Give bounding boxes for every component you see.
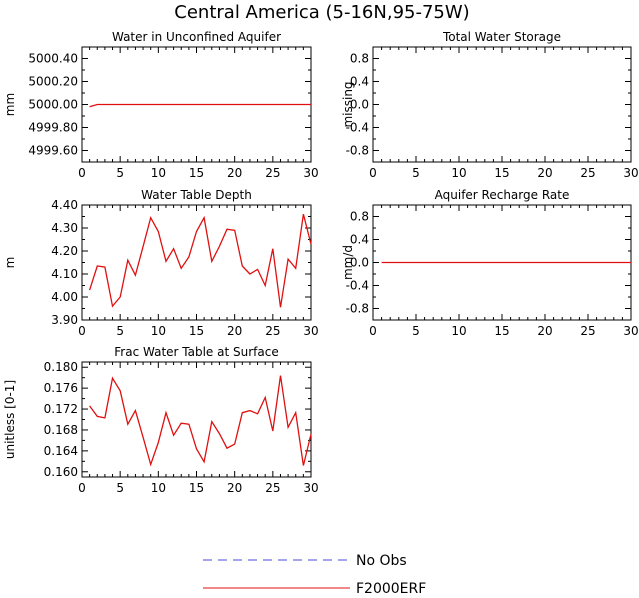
x-tick-label: 15: [189, 166, 204, 180]
y-tick-label: 0.4: [350, 75, 369, 89]
x-tick-label: 0: [369, 166, 377, 180]
x-tick-label: 10: [451, 324, 466, 338]
x-tick-label: 30: [303, 481, 318, 495]
x-tick-label: 5: [412, 324, 420, 338]
x-tick-label: 5: [116, 481, 124, 495]
plot-title: Frac Water Table at Surface: [114, 345, 278, 359]
x-tick-label: 5: [116, 166, 124, 180]
plot-water-in-unconfined-aquifer: Water in Unconfined Aquifer 0 5 10 15 20 25 30 4…: [3, 30, 319, 180]
y-tick-label: 0.176: [44, 381, 78, 395]
series-line-f2000erf: [89, 103, 311, 108]
y-tick-label: 0.180: [44, 360, 78, 374]
y-tick-label: 0.172: [44, 402, 78, 416]
x-tick-label: 30: [623, 324, 638, 338]
x-tick-label: 25: [580, 166, 595, 180]
plot-title: Aquifer Recharge Rate: [435, 188, 570, 202]
plots: Water in Unconfined Aquifer 0 5 10 15 20 25 30 4…: [3, 30, 639, 495]
x-tick-label: 10: [451, 166, 466, 180]
x-tick-label: 5: [116, 324, 124, 338]
plot-frac-water-table-at-surface: Frac Water Table at Surface 0 5 10 15 20 25 30 0…: [3, 345, 319, 495]
x-tick-label: 15: [189, 481, 204, 495]
plot-title: Total Water Storage: [442, 30, 561, 44]
x-tick-label: 5: [412, 166, 420, 180]
y-axis-label: mm/d: [341, 245, 355, 280]
x-tick-label: 10: [151, 324, 166, 338]
y-tick-label: 0.8: [350, 210, 369, 224]
y-tick-label: 4.00: [51, 290, 78, 304]
x-tick-label: 10: [151, 166, 166, 180]
y-tick-label: -0.4: [346, 121, 369, 135]
y-tick-label: 0.160: [44, 465, 78, 479]
series-line-f2000erf: [89, 375, 312, 467]
plot-title: Water Table Depth: [141, 188, 252, 202]
x-tick-label: 20: [227, 324, 242, 338]
x-tick-label: 25: [580, 324, 595, 338]
x-tick-label: 25: [265, 481, 280, 495]
x-tick-label: 25: [265, 166, 280, 180]
y-tick-label: 4999.60: [28, 144, 78, 158]
y-tick-label: -0.8: [346, 302, 369, 316]
y-tick-label: 5000.20: [28, 75, 78, 89]
y-tick-label: 0.0: [350, 256, 369, 270]
y-tick-label: 0.0: [350, 98, 369, 112]
x-tick-label: 0: [78, 324, 86, 338]
y-axis-label: missing: [341, 81, 355, 127]
y-tick-label: 4.40: [51, 198, 78, 212]
x-tick-label: 20: [537, 324, 552, 338]
plot-aquifer-recharge-rate: Aquifer Recharge Rate 0 5 10 15 20 25 30 -0.8 -0.…: [341, 188, 639, 338]
y-tick-label: 4999.80: [28, 121, 78, 135]
plot-total-water-storage: Total Water Storage 0 5 10 15 20 25 30 -0.8 -0.4 0…: [341, 30, 639, 180]
x-tick-label: 15: [189, 324, 204, 338]
y-tick-label: -0.4: [346, 279, 369, 293]
legend-f2000erf-label: F2000ERF: [356, 581, 426, 594]
main-title: Central America (5-16N,95-75W): [174, 2, 469, 23]
y-tick-label: 4.10: [51, 267, 78, 281]
x-tick-label: 10: [151, 481, 166, 495]
plot-title: Water in Unconfined Aquifer: [112, 30, 281, 44]
x-tick-label: 15: [494, 324, 509, 338]
y-axis-label: m: [3, 257, 17, 269]
y-tick-label: 0.168: [44, 423, 78, 437]
legend: No Obs F2000ERF: [203, 553, 426, 597]
plot-frame: [372, 46, 632, 163]
y-tick-label: -0.8: [346, 144, 369, 158]
y-axis-label: mm: [3, 93, 17, 116]
x-tick-label: 30: [303, 166, 318, 180]
x-tick-label: 20: [227, 166, 242, 180]
y-tick-label: 5000.00: [28, 98, 78, 112]
y-tick-label: 5000.40: [28, 52, 78, 66]
plot-frame: [81, 361, 312, 478]
x-tick-label: 0: [369, 324, 377, 338]
y-tick-label: 4.20: [51, 244, 78, 258]
series-line-f2000erf: [88, 214, 312, 308]
x-tick-label: 20: [227, 481, 242, 495]
x-tick-label: 15: [494, 166, 509, 180]
x-tick-label: 30: [303, 324, 318, 338]
x-tick-label: 25: [265, 324, 280, 338]
x-tick-label: 0: [78, 481, 86, 495]
y-tick-label: 3.90: [51, 313, 78, 327]
y-tick-label: 0.4: [350, 233, 369, 247]
x-tick-label: 20: [537, 166, 552, 180]
x-tick-label: 30: [623, 166, 638, 180]
y-tick-label: 0.8: [350, 52, 369, 66]
x-tick-label: 0: [78, 166, 86, 180]
plot-frame: [81, 204, 312, 321]
plot-water-table-depth: Water Table Depth 0 5 10 15 20 25 30 3.90 4.00 4.1…: [3, 188, 319, 338]
y-tick-label: 0.164: [44, 444, 78, 458]
legend-no-obs-label: No Obs: [356, 553, 407, 569]
y-tick-label: 4.30: [51, 221, 78, 235]
y-axis-label: unitless [0-1]: [3, 380, 17, 459]
